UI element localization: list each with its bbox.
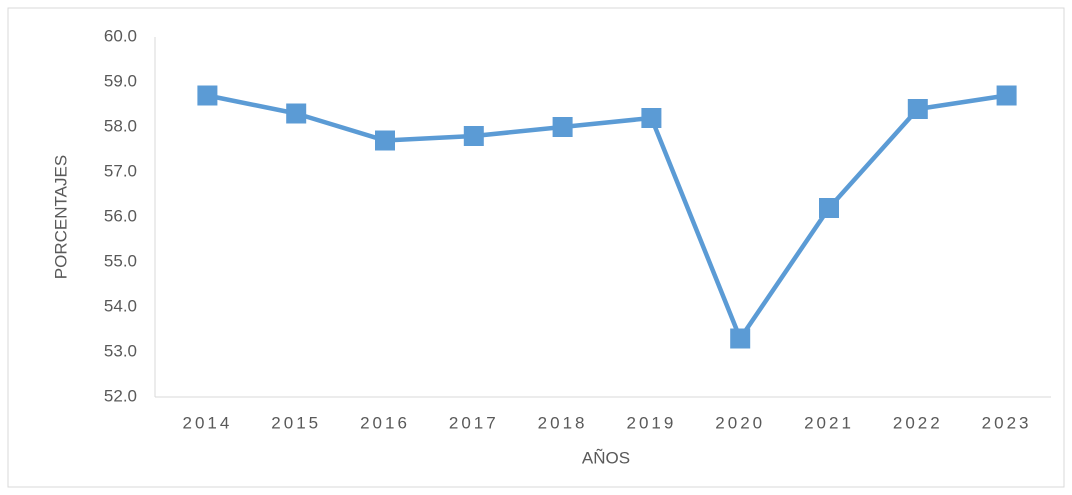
data-point: [819, 198, 839, 218]
x-tick-label: 2017: [449, 413, 499, 432]
x-tick-label: 2019: [626, 413, 676, 432]
data-point: [730, 328, 751, 349]
x-tick-label: 2023: [982, 413, 1032, 432]
data-point: [286, 103, 307, 124]
y-axis-title: PORCENTAJES: [51, 155, 70, 279]
y-tick-label: 53.0: [104, 341, 137, 360]
y-tick-label: 57.0: [104, 161, 137, 180]
y-tick-label: 52.0: [104, 386, 137, 405]
x-axis-title: AÑOS: [582, 448, 630, 467]
data-point: [552, 117, 573, 137]
data-point: [907, 99, 928, 119]
chart-border: [7, 7, 1065, 488]
y-tick-label: 58.0: [104, 116, 137, 135]
x-tick-label: 2015: [271, 413, 321, 432]
x-tick-label: 2022: [893, 413, 943, 432]
y-tick-label: 59.0: [104, 71, 137, 90]
y-tick-label: 55.0: [104, 251, 137, 270]
data-point: [197, 85, 218, 106]
data-line: [206, 93, 1007, 341]
data-point: [375, 130, 395, 151]
x-tick-label: 2016: [360, 413, 410, 432]
x-tick-label: 2018: [538, 413, 588, 432]
y-tick-label: 54.0: [104, 296, 137, 315]
y-tick-label: 56.0: [104, 206, 137, 225]
y-tick-label: 60.0: [104, 26, 137, 45]
x-tick-label: 2014: [182, 413, 232, 432]
data-point: [463, 126, 484, 146]
x-tick-label: 2021: [804, 413, 854, 432]
x-tick-label: 2020: [715, 413, 765, 432]
data-point: [996, 85, 1017, 106]
data-point: [641, 108, 662, 128]
